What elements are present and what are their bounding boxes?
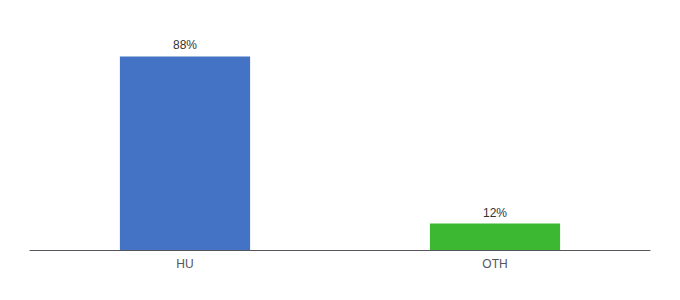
svg-text:HU: HU — [176, 257, 193, 271]
svg-text:OTH: OTH — [482, 257, 507, 271]
svg-text:12%: 12% — [483, 206, 507, 220]
svg-text:88%: 88% — [173, 38, 197, 52]
